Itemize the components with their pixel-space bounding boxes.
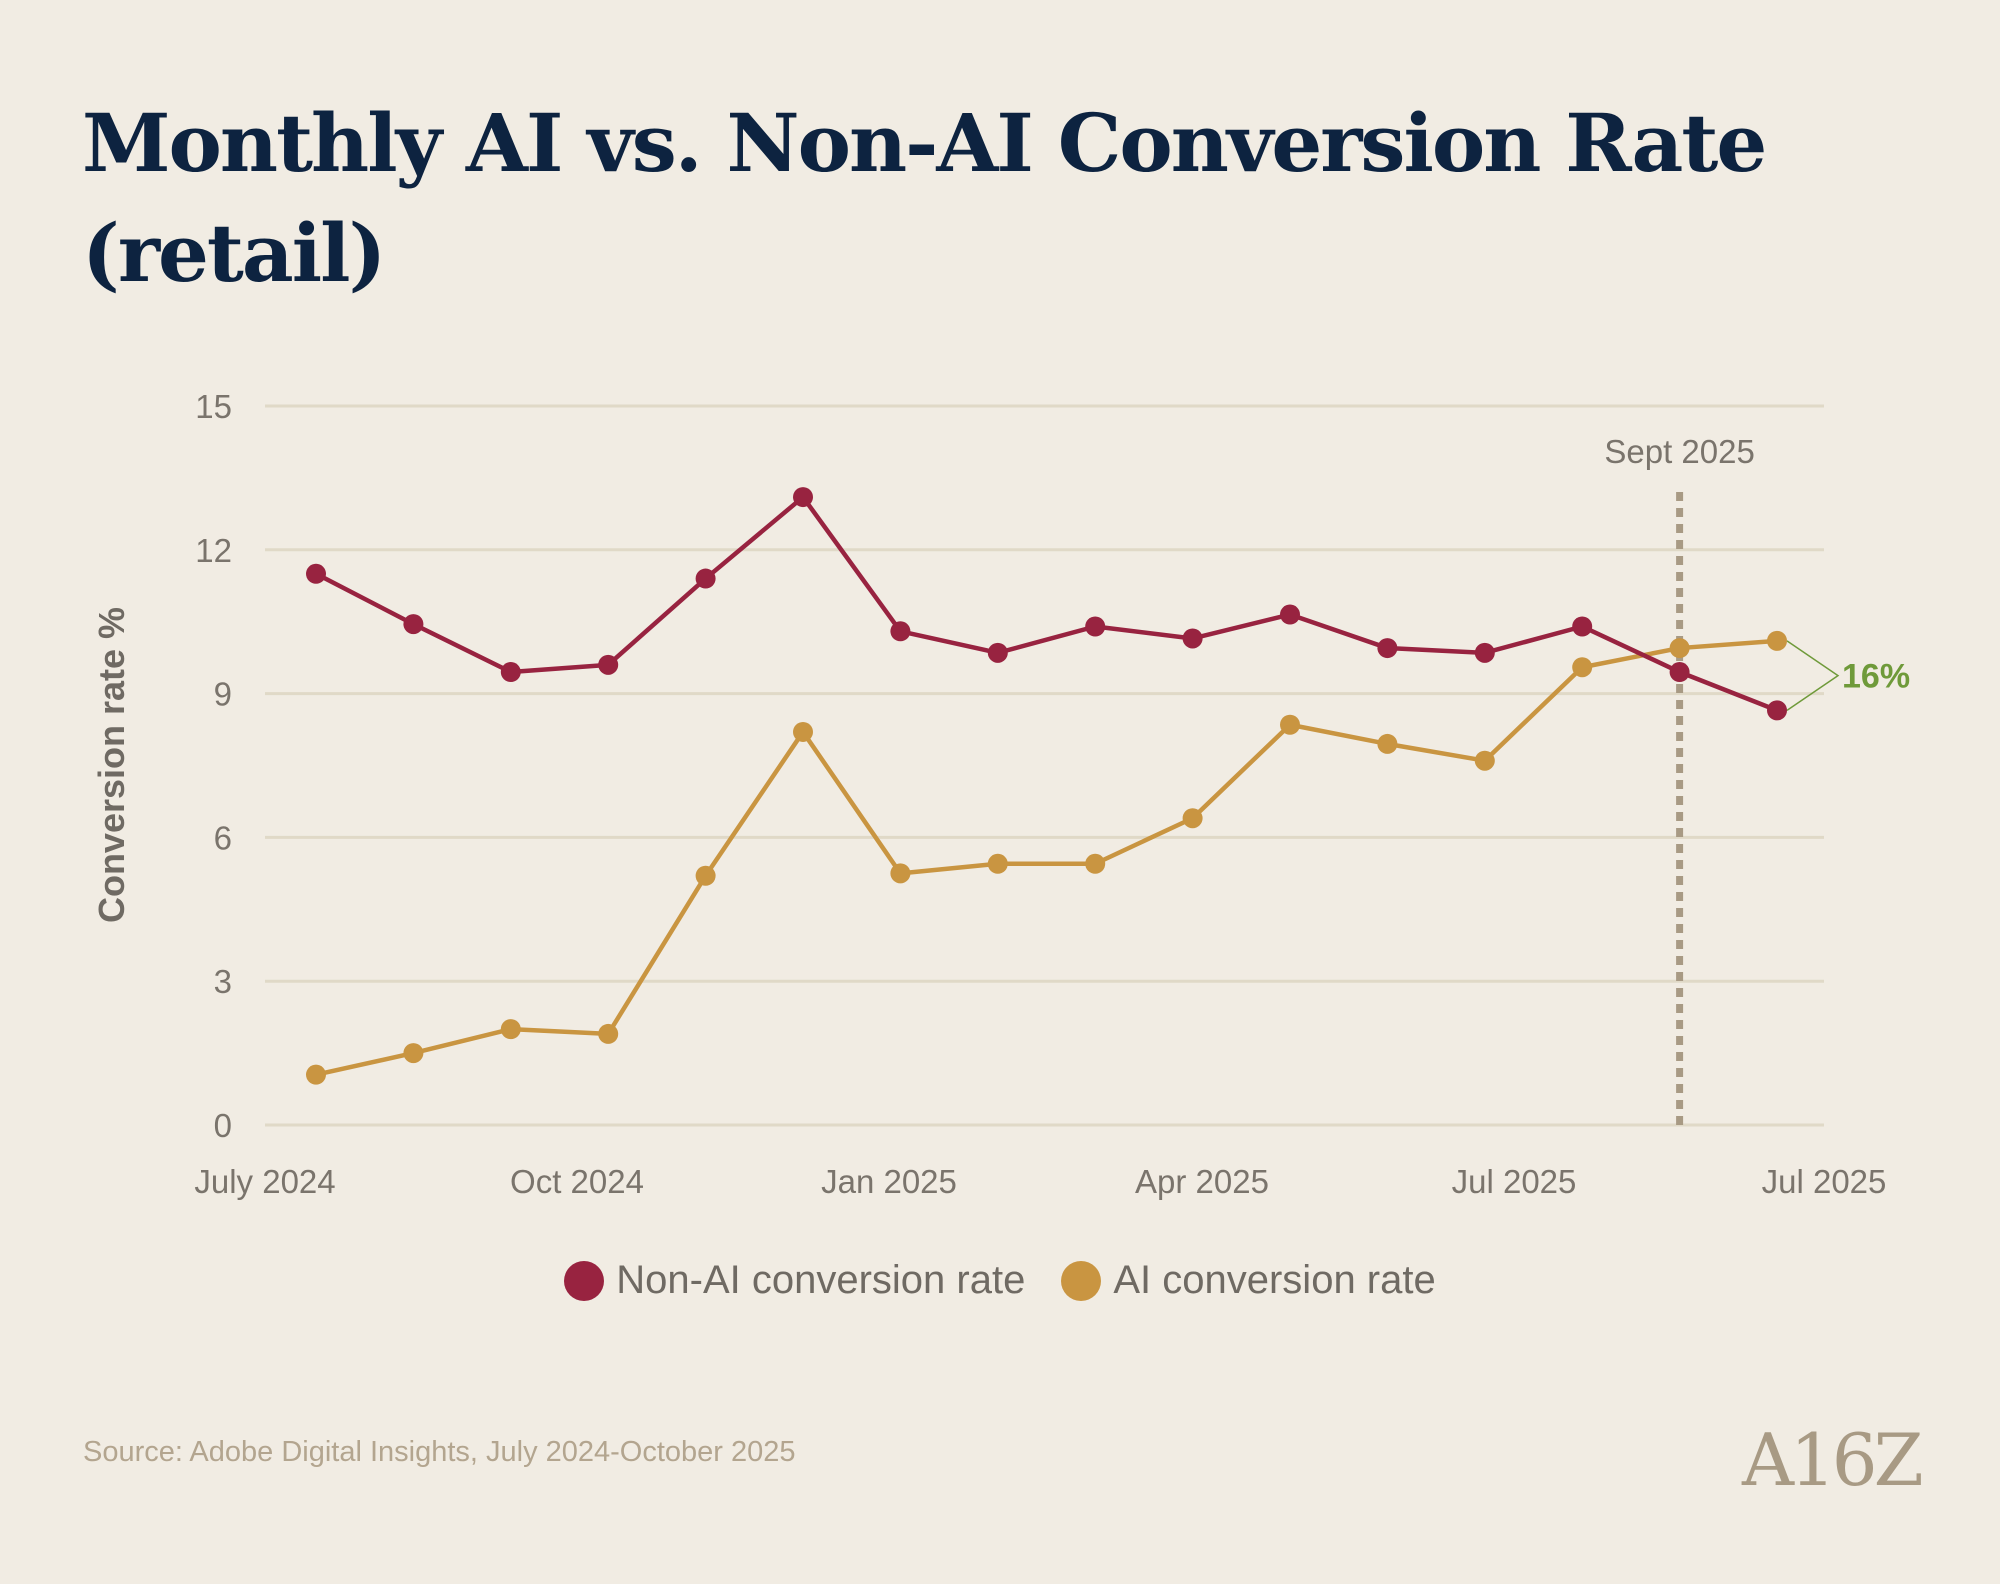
ai-data-point bbox=[1767, 630, 1787, 651]
non-ai-data-point bbox=[987, 642, 1008, 663]
non-ai-data-point bbox=[1377, 638, 1398, 659]
gap-bracket bbox=[1786, 640, 1840, 711]
non-ai-data-point bbox=[403, 614, 424, 635]
ai-data-point bbox=[403, 1043, 424, 1064]
source-note: Source: Adobe Digital Insights, July 202… bbox=[83, 1436, 796, 1468]
non-ai-data-point bbox=[306, 563, 326, 584]
a16z-logo: A16Z bbox=[1742, 1418, 1924, 1502]
non-ai-data-point bbox=[1572, 616, 1593, 637]
ai-data-point bbox=[695, 865, 716, 886]
y-tick-label: 6 bbox=[214, 819, 232, 856]
non-ai-data-point bbox=[1767, 700, 1787, 721]
y-tick-label: 0 bbox=[214, 1107, 232, 1144]
y-tick-label: 15 bbox=[195, 388, 232, 425]
ai-data-point bbox=[1474, 750, 1495, 771]
chart-title: Monthly AI vs. Non-AI Conversion Rate (r… bbox=[82, 96, 1767, 300]
ai-data-point bbox=[1669, 638, 1690, 659]
y-tick-label: 9 bbox=[214, 676, 232, 713]
non-ai-data-point bbox=[1182, 628, 1203, 649]
ai-data-point bbox=[1377, 733, 1398, 754]
ai-series-line bbox=[315, 638, 1778, 1077]
non-ai-data-point bbox=[1669, 662, 1690, 683]
ai-data-point bbox=[1280, 714, 1300, 735]
non-ai-data-point bbox=[1085, 616, 1106, 637]
y-tick-label: 3 bbox=[214, 963, 232, 1000]
x-tick-label: Jul 2025 bbox=[1452, 1163, 1577, 1200]
legend-item-ai: AI conversion rate bbox=[1061, 1258, 1436, 1303]
gap-label: 16% bbox=[1842, 658, 1910, 696]
non-ai-data-point bbox=[500, 662, 521, 683]
x-tick-label: Jul 2025 bbox=[1762, 1163, 1887, 1200]
legend-label-non-ai: Non-AI conversion rate bbox=[616, 1258, 1026, 1302]
y-tick-label: 12 bbox=[195, 532, 232, 569]
y-axis-label: Conversion rate % bbox=[91, 607, 132, 923]
non-ai-series-line bbox=[314, 494, 1778, 713]
legend-marker-ai bbox=[1061, 1260, 1102, 1301]
x-tick-label: July 2024 bbox=[194, 1163, 335, 1200]
legend-label-ai: AI conversion rate bbox=[1113, 1258, 1436, 1302]
non-ai-data-point bbox=[890, 621, 911, 642]
legend: Non-AI conversion rate AI conversion rat… bbox=[0, 1258, 2000, 1303]
ai-data-point bbox=[1572, 657, 1593, 678]
ai-data-point bbox=[306, 1064, 326, 1085]
ai-data-point bbox=[598, 1023, 619, 1044]
ai-data-point bbox=[500, 1019, 521, 1040]
ai-data-point bbox=[1085, 853, 1106, 874]
x-tick-label: Apr 2025 bbox=[1135, 1163, 1269, 1200]
ai-data-point bbox=[1182, 808, 1203, 829]
non-ai-data-point bbox=[793, 487, 813, 508]
legend-marker-non-ai bbox=[564, 1260, 605, 1301]
non-ai-data-point bbox=[695, 568, 716, 589]
ai-data-point bbox=[890, 863, 911, 884]
non-ai-data-point bbox=[598, 654, 619, 675]
legend-item-non-ai: Non-AI conversion rate bbox=[564, 1258, 1025, 1303]
x-tick-label: Jan 2025 bbox=[821, 1163, 957, 1200]
sept-2025-label: Sept 2025 bbox=[1604, 433, 1754, 470]
ai-data-point bbox=[793, 721, 813, 742]
ai-data-point bbox=[987, 853, 1008, 874]
non-ai-data-point bbox=[1280, 604, 1300, 625]
x-tick-label: Oct 2024 bbox=[510, 1163, 644, 1200]
non-ai-data-point bbox=[1474, 642, 1495, 663]
